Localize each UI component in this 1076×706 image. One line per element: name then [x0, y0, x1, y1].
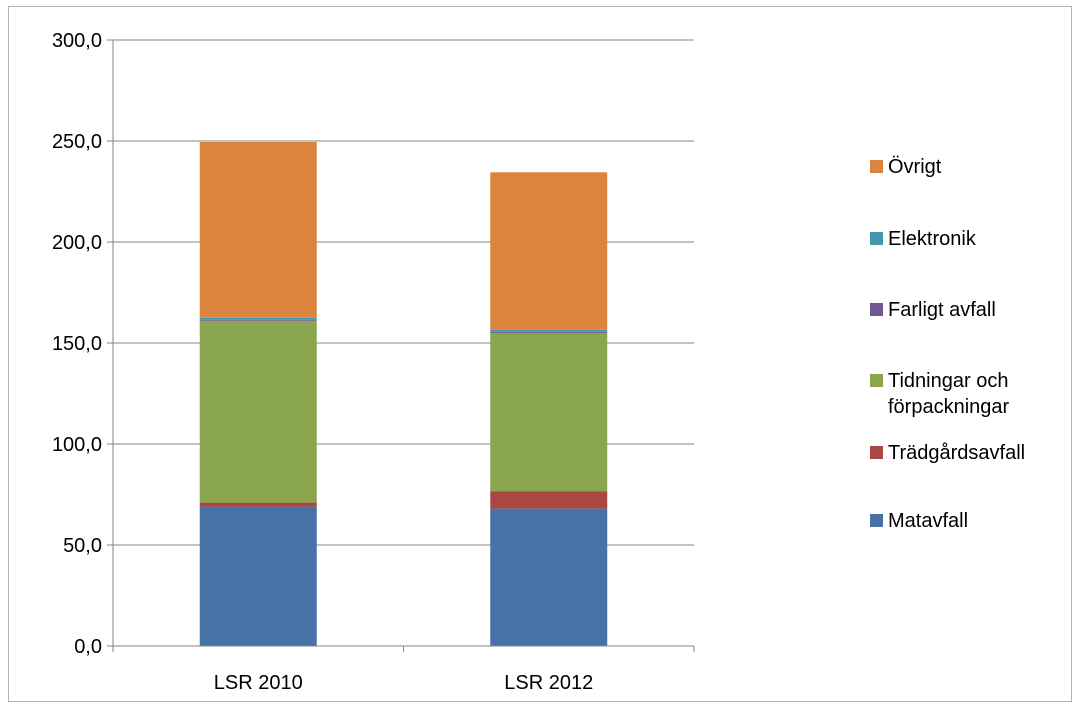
legend-item: Farligt avfall — [870, 297, 1058, 323]
y-tick-labels: 0,0 50,0 100,0 150,0 200,0 250,0 300,0 — [52, 30, 102, 658]
legend-label: Farligt avfall — [888, 299, 996, 321]
y-tick-label: 150,0 — [52, 333, 102, 355]
legend-label: Matavfall — [888, 510, 969, 532]
legend-item: Matavfall — [870, 508, 1058, 534]
bar-segment — [490, 331, 608, 333]
bar-segment — [199, 502, 317, 507]
legend-swatch — [870, 374, 883, 387]
legend-label: Elektronik — [888, 228, 976, 250]
bar-segment — [199, 320, 317, 503]
y-tick-label: 50,0 — [63, 535, 102, 557]
legend-swatch — [870, 514, 883, 527]
legend-swatch — [870, 303, 883, 316]
legend-label: Övrigt — [888, 156, 942, 178]
bar-segment — [199, 319, 317, 321]
legend-item: Tidningar och förpackningar — [870, 368, 1058, 420]
legend-item: Övrigt — [870, 154, 1058, 180]
legend-swatch — [870, 160, 883, 173]
legend-item: Trädgårdsavfall — [870, 440, 1058, 466]
y-tick-label: 100,0 — [52, 434, 102, 456]
legend-swatch — [870, 232, 883, 245]
bar-segment — [490, 491, 608, 509]
legend-swatch — [870, 446, 883, 459]
x-tick-label: LSR 2010 — [214, 672, 303, 694]
bar-segment — [490, 508, 608, 646]
y-tick-label: 250,0 — [52, 131, 102, 153]
bars — [199, 142, 608, 646]
x-tick-labels: LSR 2010 LSR 2012 — [214, 672, 593, 694]
x-tick-label: LSR 2012 — [504, 672, 593, 694]
y-tick-label: 200,0 — [52, 232, 102, 254]
axes — [112, 40, 695, 652]
y-tick-label: 300,0 — [52, 30, 102, 52]
bar-segment — [199, 142, 317, 318]
bar-segment — [490, 329, 608, 332]
bar-segment — [490, 332, 608, 492]
bar-segment — [199, 506, 317, 646]
bar-segment — [490, 172, 608, 330]
legend-label: Trädgårdsavfall — [888, 442, 1026, 464]
bar-segment — [199, 317, 317, 320]
legend-label: Tidningar och förpackningar — [888, 370, 1010, 418]
legend-item: Elektronik — [870, 226, 1058, 252]
y-tick-label: 0,0 — [74, 636, 102, 658]
